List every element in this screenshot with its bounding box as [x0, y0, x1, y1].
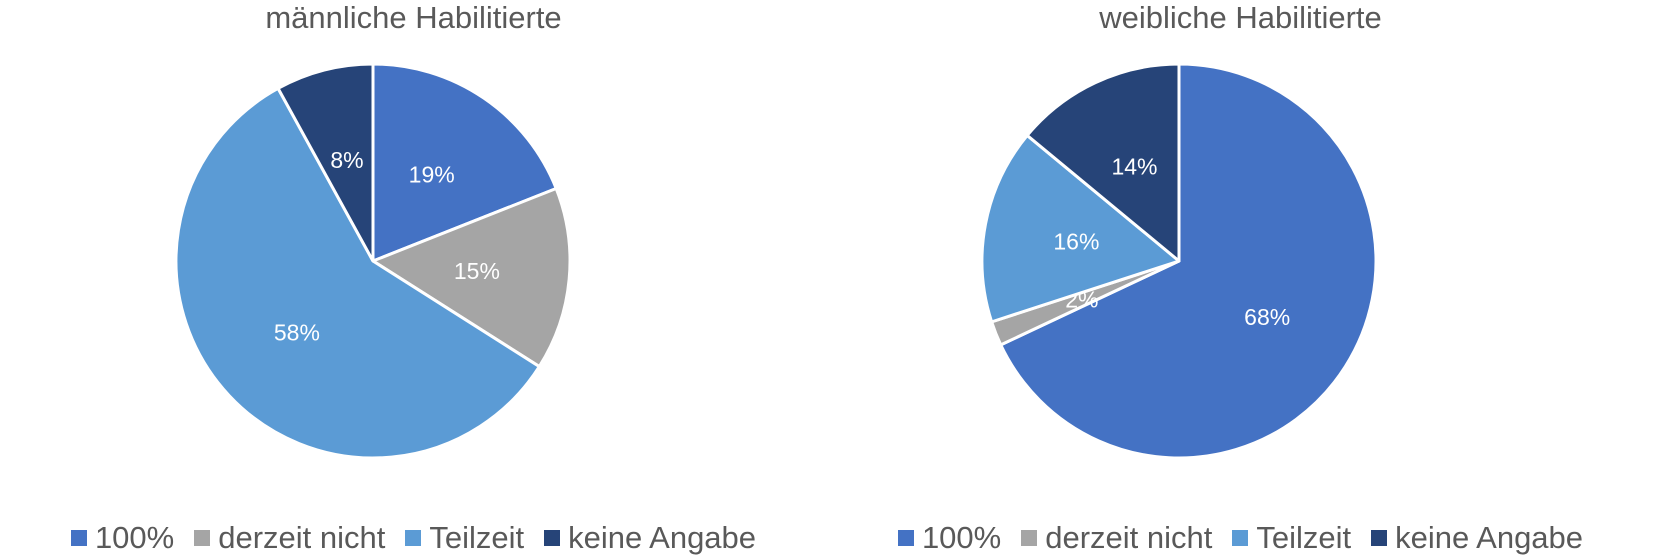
legend-label: keine Angabe — [1395, 520, 1584, 555]
data-label-teilzeit: 16% — [1053, 228, 1099, 254]
legend: 100% derzeit nicht Teilzeit keine Angabe — [0, 520, 827, 556]
legend-swatch — [1021, 530, 1038, 546]
legend-label: 100% — [921, 520, 1002, 555]
legend-item-derzeit-nicht: derzeit nicht — [194, 520, 385, 556]
legend-label: keine Angabe — [568, 520, 757, 555]
legend-label: derzeit nicht — [218, 520, 386, 555]
chart-maennliche-habilitierte: männliche Habilitierte 19% 15% 58% 8% 100% d… — [0, 0, 827, 556]
data-label-100: 19% — [409, 162, 455, 188]
chart-title: männliche Habilitierte — [265, 0, 562, 35]
pie-slice-derzeit-nicht — [371, 186, 572, 369]
legend-item-keine-angabe: keine Angabe — [544, 520, 756, 556]
data-label-100: 68% — [1244, 304, 1290, 330]
pie-chart: 19% 15% 58% 8% — [174, 62, 572, 460]
chart-title: weibliche Habilitierte — [1099, 0, 1382, 35]
pie-slice-keine-angabe — [1025, 62, 1181, 263]
legend: 100% derzeit nicht Teilzeit keine Angabe — [827, 520, 1654, 556]
legend-swatch — [897, 530, 914, 546]
legend-item-teilzeit: Teilzeit — [405, 520, 524, 556]
legend-label: Teilzeit — [429, 520, 525, 555]
pie-chart: 68%2%16%14% — [980, 62, 1378, 460]
legend-item-derzeit-nicht: derzeit nicht — [1021, 520, 1212, 556]
chart-weibliche-habilitierte: weibliche Habilitierte 68% 2% 16% 14% 100% d… — [827, 0, 1654, 558]
legend-swatch — [194, 530, 211, 546]
data-label-keine-angabe: 8% — [330, 147, 363, 173]
legend-item-100: 100% — [897, 520, 1002, 556]
data-label-teilzeit: 58% — [274, 320, 320, 346]
legend-swatch — [1232, 530, 1249, 546]
pie-slice-100 — [999, 62, 1378, 460]
legend-swatch — [405, 530, 422, 546]
pie-slice-teilzeit — [174, 86, 541, 460]
pie-slice-keine-angabe — [276, 62, 375, 263]
legend-label: derzeit nicht — [1045, 520, 1213, 555]
legend-label: Teilzeit — [1256, 520, 1352, 555]
pie-slice-teilzeit — [980, 133, 1181, 324]
legend-swatch — [544, 530, 561, 546]
legend-swatch — [70, 530, 87, 546]
pie-slice-100 — [371, 62, 558, 263]
data-label-keine-angabe: 14% — [1111, 154, 1157, 180]
legend-item-100: 100% — [70, 520, 175, 556]
legend-swatch — [1371, 530, 1388, 546]
data-label-derzeit-nicht: 15% — [454, 258, 500, 284]
legend-item-keine-angabe: keine Angabe — [1371, 520, 1583, 556]
legend-label: 100% — [94, 520, 175, 555]
legend-item-teilzeit: Teilzeit — [1232, 520, 1351, 556]
